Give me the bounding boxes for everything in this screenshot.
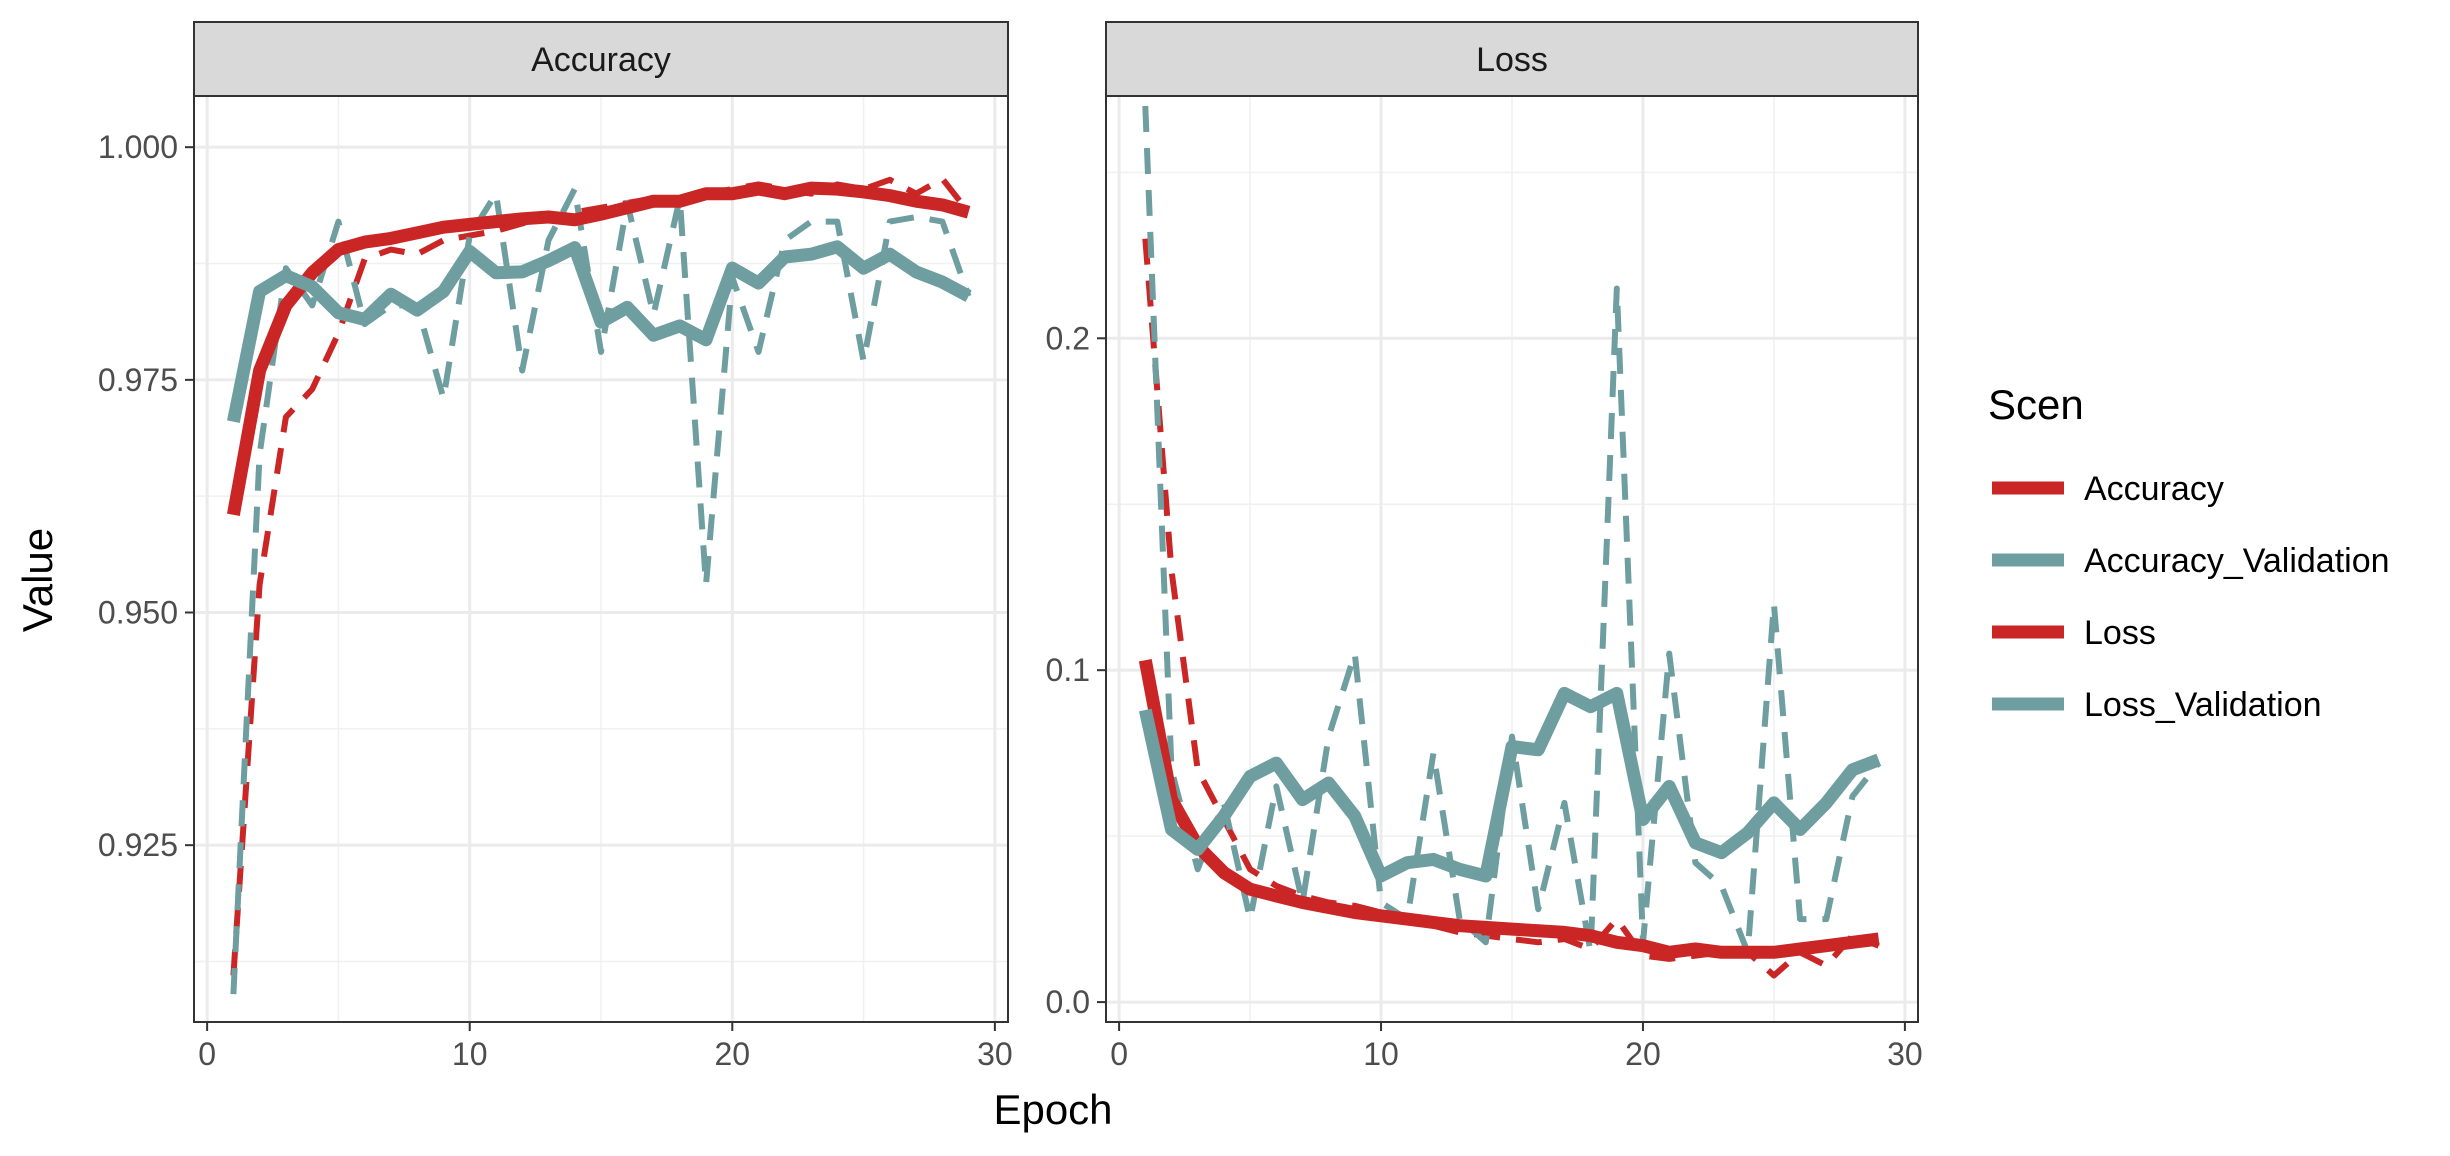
panel-border xyxy=(193,95,1009,1023)
series-accuracy-smoothed xyxy=(227,181,971,516)
facet-strip-label: Loss xyxy=(1476,41,1548,79)
legend-label-loss-validation: Loss_Validation xyxy=(2084,686,2322,724)
series-loss-validation-raw xyxy=(1142,105,1882,956)
x-tick-label: 10 xyxy=(1363,1036,1399,1072)
panel-border xyxy=(1105,95,1919,1023)
series-loss-validation-smoothed xyxy=(1138,686,1882,883)
series-accuracy-validation-raw xyxy=(230,186,972,995)
legend-label-accuracy: Accuracy xyxy=(2084,470,2224,508)
y-tick-label: 0.925 xyxy=(98,827,178,863)
x-tick-label: 10 xyxy=(452,1036,488,1072)
x-tick-label: 0 xyxy=(198,1036,216,1072)
series-loss-smoothed xyxy=(1138,658,1880,959)
facet-strip xyxy=(193,21,1009,97)
facet-strip-label: Accuracy xyxy=(531,41,671,79)
series-accuracy-validation-smoothed xyxy=(227,240,972,423)
legend-label-loss: Loss xyxy=(2084,614,2156,652)
facet-strip xyxy=(1105,21,1919,97)
legend-title: Scen xyxy=(1988,381,2084,428)
legend-label-accuracy-validation: Accuracy_Validation xyxy=(2084,542,2390,580)
x-tick-label: 30 xyxy=(1887,1036,1923,1072)
x-tick-label: 30 xyxy=(977,1036,1013,1072)
y-tick-label: 0.950 xyxy=(98,595,178,631)
y-axis-title: Value xyxy=(14,528,61,632)
x-tick-label: 20 xyxy=(1625,1036,1661,1072)
x-tick-label: 0 xyxy=(1110,1036,1128,1072)
y-tick-label: 0.0 xyxy=(1046,984,1090,1020)
x-tick-label: 20 xyxy=(714,1036,750,1072)
panel-loss: Loss 0 10 20 30 0.0 0.1 0.2 xyxy=(1046,21,1923,1072)
x-axis-title: Epoch xyxy=(993,1086,1112,1133)
y-tick-label: 0.2 xyxy=(1046,320,1090,356)
y-tick-label: 0.975 xyxy=(98,362,178,398)
y-tick-label: 0.1 xyxy=(1046,652,1090,688)
legend: Scen Accuracy Accuracy_Validation Loss Loss… xyxy=(1988,381,2390,724)
y-tick-label: 1.000 xyxy=(98,129,178,165)
panel-accuracy: Accuracy 0 10 20 30 0.925 0.950 0.975 1.000 xyxy=(98,21,1013,1072)
